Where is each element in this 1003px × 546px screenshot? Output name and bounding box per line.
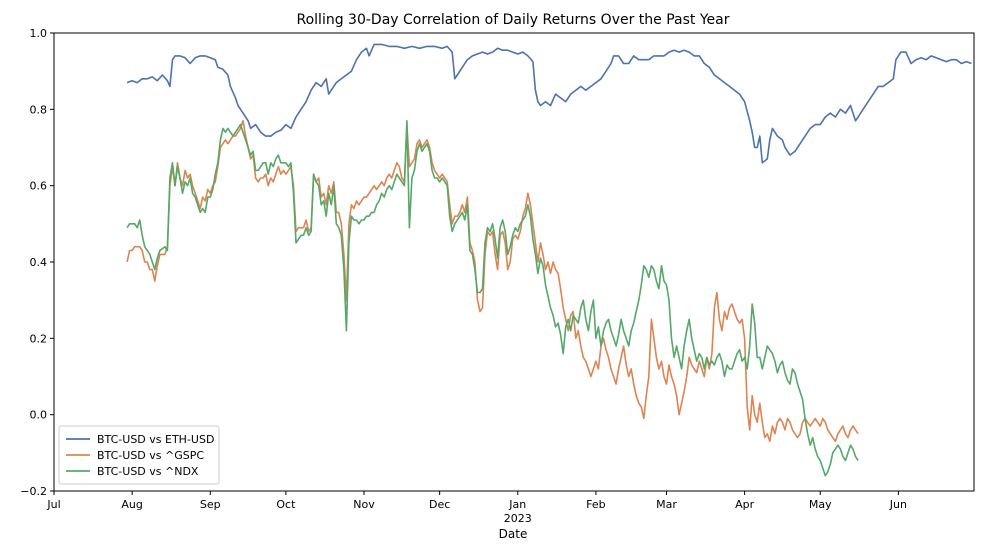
x-tick-label: Nov [353, 498, 375, 511]
x-tick-label: Dec [429, 498, 450, 511]
series-line-3 [126, 120, 859, 477]
x-tick-label: Jul [46, 498, 60, 511]
x-tick-label: Sep [200, 498, 221, 511]
legend-label: BTC-USD vs ^NDX [97, 465, 199, 478]
y-tick-label: 1.0 [30, 27, 48, 40]
y-tick-label: −0.2 [20, 485, 47, 498]
x-tick-year-label: 2023 [504, 512, 532, 525]
legend-box [58, 425, 220, 485]
legend-label: BTC-USD vs ^GSPC [97, 449, 204, 462]
x-axis-label: Date [499, 527, 528, 541]
x-tick-label: May [809, 498, 832, 511]
legend: BTC-USD vs ETH-USD BTC-USD vs ^GSPC BTC-US… [58, 425, 220, 485]
series-line-2 [126, 120, 859, 443]
y-tick-label: 0.0 [30, 409, 48, 422]
legend-label: BTC-USD vs ETH-USD [97, 433, 214, 446]
x-tick-label: Jan [508, 498, 526, 511]
x-tick-label: Jun [889, 498, 907, 511]
chart-title: Rolling 30-Day Correlation of Daily Retu… [297, 12, 730, 28]
x-tick-label: Apr [735, 498, 755, 511]
plot-area [53, 32, 975, 492]
x-tick-label: Aug [121, 498, 142, 511]
x-tick-label: Feb [586, 498, 605, 511]
series-line-1 [126, 43, 972, 164]
y-tick-label: 0.4 [30, 256, 48, 269]
y-tick-label: 0.8 [30, 103, 48, 116]
x-tick-label: Oct [276, 498, 296, 511]
x-tick-label: Mar [656, 498, 677, 511]
y-tick-label: 0.2 [30, 332, 48, 345]
y-axis: −0.2 0.0 0.2 0.4 0.6 0.8 1.0 [20, 27, 54, 498]
y-tick-label: 0.6 [30, 180, 48, 193]
series-layer [126, 43, 972, 477]
